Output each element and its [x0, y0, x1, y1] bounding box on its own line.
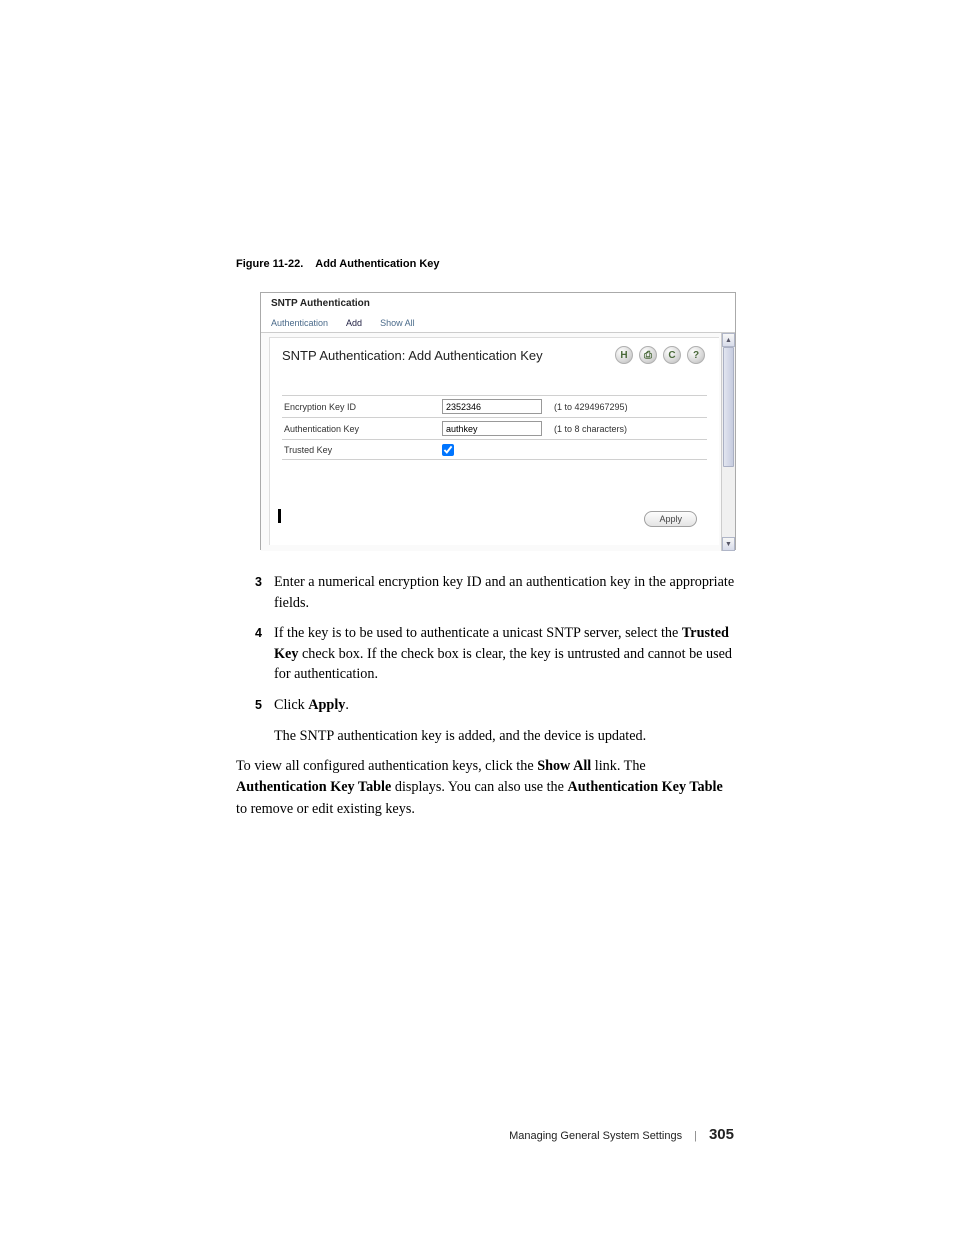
step-4: 4 If the key is to be used to authentica… — [236, 623, 736, 685]
text-caret — [278, 509, 281, 523]
figure-number: Figure 11-22. — [236, 258, 303, 270]
figure-caption: Figure 11-22. Add Authentication Key — [236, 258, 736, 270]
step-4-post: check box. If the check box is clear, th… — [274, 646, 732, 683]
tab-add[interactable]: Add — [346, 318, 362, 332]
content-area: SNTP Authentication: Add Authentication … — [261, 333, 735, 551]
refresh-icon[interactable]: C — [663, 346, 681, 364]
steps-list: 3 Enter a numerical encryption key ID an… — [236, 572, 736, 716]
para-p3: displays. You can also use the — [391, 779, 567, 795]
step-5-pre: Click — [274, 697, 308, 713]
step-3-text: Enter a numerical encryption key ID and … — [274, 572, 736, 613]
para-b3: Authentication Key Table — [567, 779, 722, 795]
row-trusted-key: Trusted Key — [282, 440, 707, 460]
footer-page-number: 305 — [709, 1126, 734, 1143]
hint-encryption-key-id: (1 to 4294967295) — [554, 402, 628, 412]
step-3: 3 Enter a numerical encryption key ID an… — [236, 572, 736, 613]
step-5-number: 5 — [236, 695, 274, 716]
step-3-number: 3 — [236, 572, 274, 613]
step-5-bold: Apply — [308, 697, 345, 713]
save-icon[interactable]: H — [615, 346, 633, 364]
scroll-up-arrow[interactable]: ▲ — [722, 333, 735, 347]
row-encryption-key-id: Encryption Key ID (1 to 4294967295) — [282, 396, 707, 418]
toolbar-icons: H ⎙ C ? — [615, 346, 705, 364]
scroll-thumb[interactable] — [723, 347, 734, 467]
figure-title: Add Authentication Key — [315, 258, 439, 270]
input-authentication-key[interactable] — [442, 421, 542, 436]
step-5-subtext: The SNTP authentication key is added, an… — [274, 726, 736, 747]
step-4-pre: If the key is to be used to authenticate… — [274, 625, 682, 641]
tab-bar: SNTP Authentication Authentication Add S… — [261, 293, 735, 333]
para-p1: To view all configured authentication ke… — [236, 758, 537, 774]
closing-paragraph: To view all configured authentication ke… — [236, 756, 736, 820]
para-p2: link. The — [591, 758, 646, 774]
step-5: 5 Click Apply. — [236, 695, 736, 716]
label-trusted-key: Trusted Key — [282, 445, 442, 455]
para-p4: to remove or edit existing keys. — [236, 801, 415, 817]
form-table: Encryption Key ID (1 to 4294967295) Auth… — [282, 395, 707, 460]
hint-authentication-key: (1 to 8 characters) — [554, 424, 627, 434]
tab-section-title: SNTP Authentication — [271, 298, 370, 309]
footer-section: Managing General System Settings — [509, 1130, 682, 1142]
scroll-down-arrow[interactable]: ▼ — [722, 537, 735, 551]
vertical-scrollbar[interactable]: ▲ ▼ — [721, 333, 735, 551]
input-encryption-key-id[interactable] — [442, 399, 542, 414]
step-4-number: 4 — [236, 623, 274, 685]
step-5-text: Click Apply. — [274, 695, 736, 716]
apply-button[interactable]: Apply — [644, 511, 697, 527]
tabs-row: Authentication Add Show All — [271, 318, 415, 332]
page-footer: Managing General System Settings | 305 — [509, 1126, 734, 1143]
apply-row: Apply — [644, 509, 697, 527]
help-icon[interactable]: ? — [687, 346, 705, 364]
tab-show-all[interactable]: Show All — [380, 318, 415, 332]
para-b2: Authentication Key Table — [236, 779, 391, 795]
inner-panel: SNTP Authentication: Add Authentication … — [269, 337, 719, 545]
print-icon[interactable]: ⎙ — [639, 346, 657, 364]
step-5-post: . — [345, 697, 349, 713]
row-authentication-key: Authentication Key (1 to 8 characters) — [282, 418, 707, 440]
footer-separator: | — [694, 1130, 697, 1142]
checkbox-trusted-key[interactable] — [442, 444, 454, 456]
label-authentication-key: Authentication Key — [282, 424, 442, 434]
screenshot-panel: SNTP Authentication Authentication Add S… — [260, 292, 736, 550]
para-b1: Show All — [537, 758, 591, 774]
label-encryption-key-id: Encryption Key ID — [282, 402, 442, 412]
step-4-text: If the key is to be used to authenticate… — [274, 623, 736, 685]
tab-authentication[interactable]: Authentication — [271, 318, 328, 332]
